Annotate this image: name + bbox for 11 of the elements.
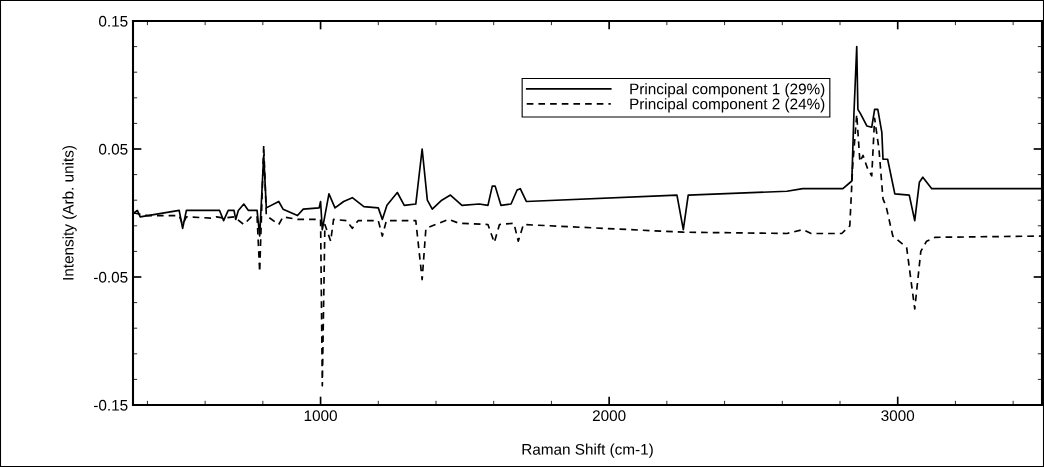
x-axis-title: Raman Shift (cm-1)	[522, 443, 653, 458]
x-tick-label: 3000	[881, 410, 915, 422]
y-tick-label: -0.15	[94, 399, 128, 411]
y-axis-title: Intensity (Arb. units)	[62, 146, 77, 280]
series-label: Principal component 1 (29%)	[630, 83, 825, 98]
x-tick-label: 1000	[304, 410, 337, 422]
x-tick-label: 2000	[592, 410, 626, 422]
y-tick-label: 0.15	[99, 15, 128, 27]
y-tick-label: -0.05	[94, 271, 128, 283]
y-tick-label: 0.05	[99, 143, 128, 155]
text: Principal component 2 (24%)	[630, 98, 825, 113]
